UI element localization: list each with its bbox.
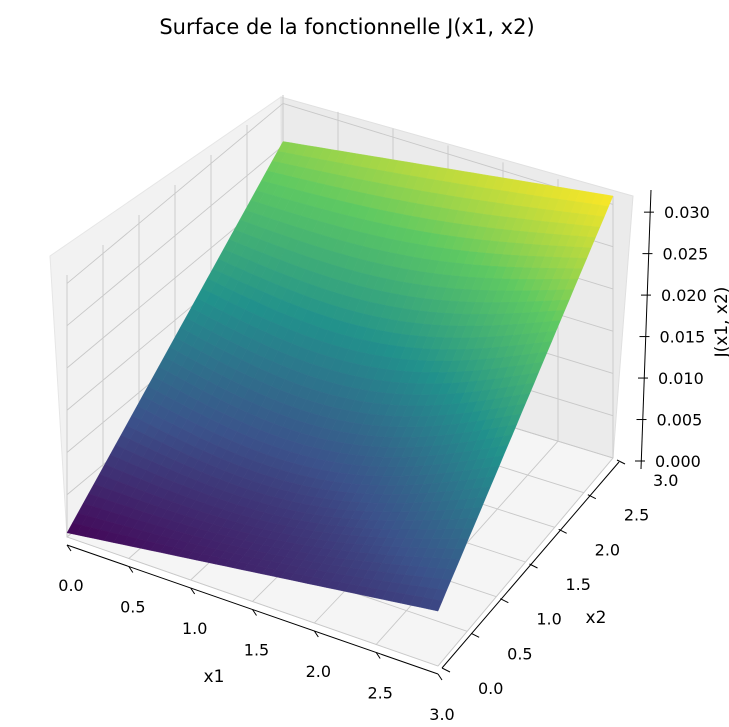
x1-tick-mark: [66, 544, 72, 552]
x1-tick-label: 3.0: [429, 705, 454, 724]
chart-title: Surface de la fonctionnelle J(x1, x2): [159, 15, 534, 39]
z-tick-label: 0.010: [658, 369, 704, 388]
x1-axis-label: x1: [204, 667, 225, 687]
x2-tick-mark: [500, 598, 509, 604]
x1-tick-label: 2.0: [306, 662, 331, 681]
x2-tick-label: 2.0: [595, 540, 620, 559]
z-tick-label: 0.025: [662, 245, 708, 264]
x1-tick-label: 1.0: [182, 619, 207, 638]
z-tick-label: 0.000: [655, 452, 701, 471]
z-axis-line: [640, 189, 652, 470]
x2-tick-label: 0.0: [478, 679, 503, 698]
x1-tick-mark: [252, 609, 257, 616]
z-tick-label: 0.005: [656, 411, 702, 430]
x1-tick-mark: [313, 630, 319, 638]
x1-tick-mark: [190, 587, 196, 595]
z-tick-label: 0.020: [661, 286, 707, 305]
x2-tick-label: 1.5: [566, 575, 591, 594]
axis-ticks: 0.00.51.01.52.02.53.00.00.51.01.52.02.53…: [58, 203, 709, 724]
z-axis-label: J(x1, x2): [712, 287, 729, 359]
z-tick-label: 0.015: [659, 328, 705, 347]
x1-tick-mark: [128, 566, 134, 573]
x2-tick-label: 3.0: [653, 471, 678, 490]
x1-tick-label: 0.0: [58, 576, 83, 595]
x2-tick-mark: [441, 667, 451, 673]
x2-axis-label: x2: [586, 608, 607, 628]
surface-patch: [428, 598, 443, 612]
x1-tick-label: 1.5: [244, 641, 269, 660]
x1-tick-mark: [375, 652, 381, 659]
x2-tick-mark: [616, 459, 626, 465]
x2-tick-mark: [587, 494, 597, 500]
x2-tick-label: 1.0: [536, 610, 561, 629]
x1-tick-label: 2.5: [367, 684, 392, 703]
x2-tick-mark: [558, 528, 567, 534]
surface-mesh: [66, 141, 614, 612]
grid-line: [66, 103, 284, 284]
x1-tick-mark: [437, 673, 443, 681]
x2-tick-mark: [470, 632, 480, 638]
x2-tick-mark: [529, 563, 538, 569]
x2-tick-label: 2.5: [624, 506, 649, 525]
x1-tick-label: 0.5: [120, 598, 145, 617]
z-tick-label: 0.030: [664, 203, 710, 222]
grid-line: [66, 536, 439, 667]
grid-line: [66, 145, 284, 327]
x2-tick-label: 0.5: [507, 644, 532, 663]
